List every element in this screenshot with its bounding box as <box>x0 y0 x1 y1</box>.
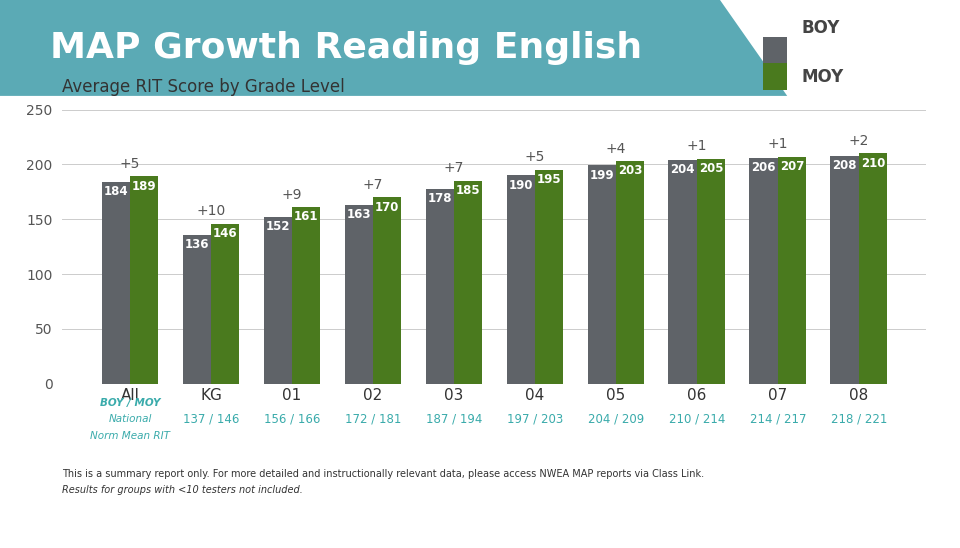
Polygon shape <box>0 0 787 96</box>
Text: 170: 170 <box>375 201 399 214</box>
Text: National: National <box>108 414 152 424</box>
Text: 204 / 209: 204 / 209 <box>588 413 644 426</box>
Text: 152: 152 <box>266 220 290 233</box>
Bar <box>130 176 158 384</box>
Bar <box>763 37 787 64</box>
Bar <box>211 224 239 384</box>
Text: 5: 5 <box>916 521 927 536</box>
Text: +5: +5 <box>525 150 545 164</box>
Text: 197 / 203: 197 / 203 <box>507 413 563 426</box>
Text: 187 / 194: 187 / 194 <box>425 413 482 426</box>
Text: +5: +5 <box>120 157 140 171</box>
Bar <box>182 235 211 384</box>
Bar <box>616 161 644 384</box>
Text: 210: 210 <box>861 157 885 170</box>
Text: 184: 184 <box>104 185 128 198</box>
Text: MAP Growth Reading English: MAP Growth Reading English <box>50 31 641 65</box>
Text: +1: +1 <box>686 139 708 153</box>
Text: 205: 205 <box>699 162 723 175</box>
Text: +2: +2 <box>849 134 869 148</box>
Text: 210 / 214: 210 / 214 <box>669 413 725 426</box>
Text: 185: 185 <box>456 184 480 197</box>
Bar <box>830 156 859 384</box>
Text: 136: 136 <box>184 238 209 251</box>
Text: 203: 203 <box>618 164 642 178</box>
Text: This is a summary report only. For more detailed and instructionally relevant da: This is a summary report only. For more … <box>62 469 705 479</box>
Bar <box>454 181 482 384</box>
Text: 199: 199 <box>589 169 614 182</box>
Text: 189: 189 <box>132 180 156 193</box>
Text: 146: 146 <box>213 227 237 240</box>
Text: Norm Mean RIT: Norm Mean RIT <box>90 431 170 441</box>
Text: +4: +4 <box>606 141 626 156</box>
Text: 137 / 146: 137 / 146 <box>182 413 239 426</box>
Text: Fort Worth Independent School District: Fort Worth Independent School District <box>311 521 649 536</box>
Bar <box>763 64 787 90</box>
Text: +7: +7 <box>444 161 464 175</box>
Text: 214 / 217: 214 / 217 <box>750 413 806 426</box>
Bar <box>102 182 130 384</box>
Bar <box>588 165 616 384</box>
Text: 161: 161 <box>294 210 319 224</box>
Text: Results for groups with <10 testers not included.: Results for groups with <10 testers not … <box>62 486 303 495</box>
Text: 190: 190 <box>509 179 533 192</box>
Text: BOY: BOY <box>802 19 840 37</box>
Bar <box>778 157 806 384</box>
Text: 178: 178 <box>427 192 452 205</box>
Bar <box>425 189 454 384</box>
Text: 208: 208 <box>832 159 857 172</box>
Text: Average RIT Score by Grade Level: Average RIT Score by Grade Level <box>62 78 346 96</box>
Text: 218 / 221: 218 / 221 <box>830 413 887 426</box>
Text: BOY / MOY: BOY / MOY <box>100 398 160 408</box>
Text: 195: 195 <box>537 173 562 186</box>
Bar <box>535 170 564 384</box>
Bar <box>668 160 697 384</box>
Bar <box>507 175 535 384</box>
Text: 163: 163 <box>347 208 371 221</box>
Text: MOY: MOY <box>802 68 844 85</box>
Text: 207: 207 <box>780 160 804 173</box>
Bar <box>697 159 725 384</box>
Bar <box>264 217 292 384</box>
Bar <box>859 153 887 384</box>
Bar <box>372 197 401 384</box>
Text: +10: +10 <box>197 204 226 218</box>
Text: +7: +7 <box>363 178 383 192</box>
Text: 156 / 166: 156 / 166 <box>264 413 320 426</box>
Text: 206: 206 <box>752 161 776 174</box>
Bar <box>292 207 321 384</box>
Text: 204: 204 <box>670 163 695 176</box>
Text: +9: +9 <box>281 187 302 202</box>
Text: +1: +1 <box>768 137 788 151</box>
Bar <box>345 205 372 384</box>
Text: 172 / 181: 172 / 181 <box>345 413 401 426</box>
Bar <box>750 158 778 384</box>
